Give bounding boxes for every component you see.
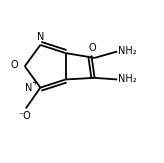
Text: N: N — [38, 32, 45, 42]
Text: NH₂: NH₂ — [118, 74, 137, 84]
Text: NH₂: NH₂ — [118, 46, 137, 57]
Text: +: + — [31, 78, 38, 87]
Text: N: N — [25, 83, 33, 93]
Text: O: O — [88, 43, 96, 53]
Text: ⁻O: ⁻O — [18, 111, 31, 121]
Text: O: O — [11, 60, 19, 70]
